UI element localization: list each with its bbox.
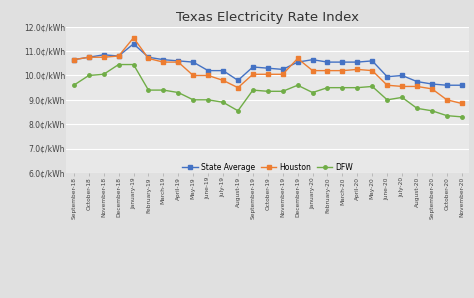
DFW xyxy=(161,88,166,92)
DFW xyxy=(339,86,345,89)
State Average xyxy=(101,53,107,57)
Houston xyxy=(250,72,256,76)
Title: Texas Electricity Rate Index: Texas Electricity Rate Index xyxy=(176,11,359,24)
State Average xyxy=(71,58,77,61)
DFW xyxy=(146,88,151,92)
Houston xyxy=(414,85,420,88)
State Average xyxy=(191,60,196,64)
State Average xyxy=(175,59,181,63)
DFW xyxy=(459,115,465,119)
DFW xyxy=(220,100,226,104)
Houston xyxy=(131,36,137,40)
DFW xyxy=(429,109,435,113)
State Average xyxy=(205,69,211,72)
Line: State Average: State Average xyxy=(72,42,464,87)
State Average xyxy=(86,55,91,59)
DFW xyxy=(325,86,330,89)
DFW xyxy=(235,109,241,113)
Houston xyxy=(71,58,77,61)
State Average xyxy=(131,42,137,46)
State Average xyxy=(161,58,166,61)
DFW xyxy=(265,89,271,93)
Houston xyxy=(116,54,121,58)
State Average xyxy=(459,83,465,87)
State Average xyxy=(280,68,285,71)
Houston xyxy=(280,72,285,76)
DFW xyxy=(71,83,77,87)
State Average xyxy=(429,82,435,86)
State Average xyxy=(146,55,151,59)
Houston xyxy=(384,83,390,87)
Houston xyxy=(310,69,315,72)
DFW xyxy=(399,96,405,99)
DFW xyxy=(310,91,315,94)
DFW xyxy=(205,98,211,102)
Houston xyxy=(220,79,226,82)
DFW xyxy=(175,91,181,94)
Houston xyxy=(205,74,211,77)
DFW xyxy=(86,74,91,77)
State Average xyxy=(310,58,315,61)
Houston xyxy=(399,85,405,88)
Houston xyxy=(235,86,241,89)
Line: Houston: Houston xyxy=(72,36,464,105)
Houston xyxy=(339,69,345,72)
DFW xyxy=(116,63,121,66)
DFW xyxy=(191,98,196,102)
DFW xyxy=(369,85,375,88)
Houston xyxy=(355,68,360,71)
State Average xyxy=(220,69,226,72)
State Average xyxy=(355,60,360,64)
Houston xyxy=(101,55,107,59)
State Average xyxy=(369,59,375,63)
State Average xyxy=(250,65,256,69)
State Average xyxy=(235,79,241,82)
Houston xyxy=(459,102,465,105)
State Average xyxy=(444,83,450,87)
State Average xyxy=(265,66,271,70)
Houston xyxy=(265,72,271,76)
Houston xyxy=(295,57,301,60)
Line: DFW: DFW xyxy=(72,63,464,119)
DFW xyxy=(280,89,285,93)
Legend: State Average, Houston, DFW: State Average, Houston, DFW xyxy=(182,163,353,172)
Houston xyxy=(444,98,450,102)
Houston xyxy=(146,57,151,60)
DFW xyxy=(384,98,390,102)
State Average xyxy=(325,60,330,64)
DFW xyxy=(131,63,137,66)
DFW xyxy=(414,107,420,110)
DFW xyxy=(101,72,107,76)
Houston xyxy=(429,87,435,91)
Houston xyxy=(191,74,196,77)
DFW xyxy=(295,83,301,87)
State Average xyxy=(295,60,301,64)
DFW xyxy=(250,88,256,92)
DFW xyxy=(355,86,360,89)
Houston xyxy=(325,69,330,72)
State Average xyxy=(116,54,121,58)
DFW xyxy=(444,114,450,117)
Houston xyxy=(175,60,181,64)
State Average xyxy=(384,75,390,78)
Houston xyxy=(161,60,166,64)
Houston xyxy=(369,69,375,72)
State Average xyxy=(339,60,345,64)
State Average xyxy=(414,80,420,83)
Houston xyxy=(86,55,91,59)
State Average xyxy=(399,74,405,77)
